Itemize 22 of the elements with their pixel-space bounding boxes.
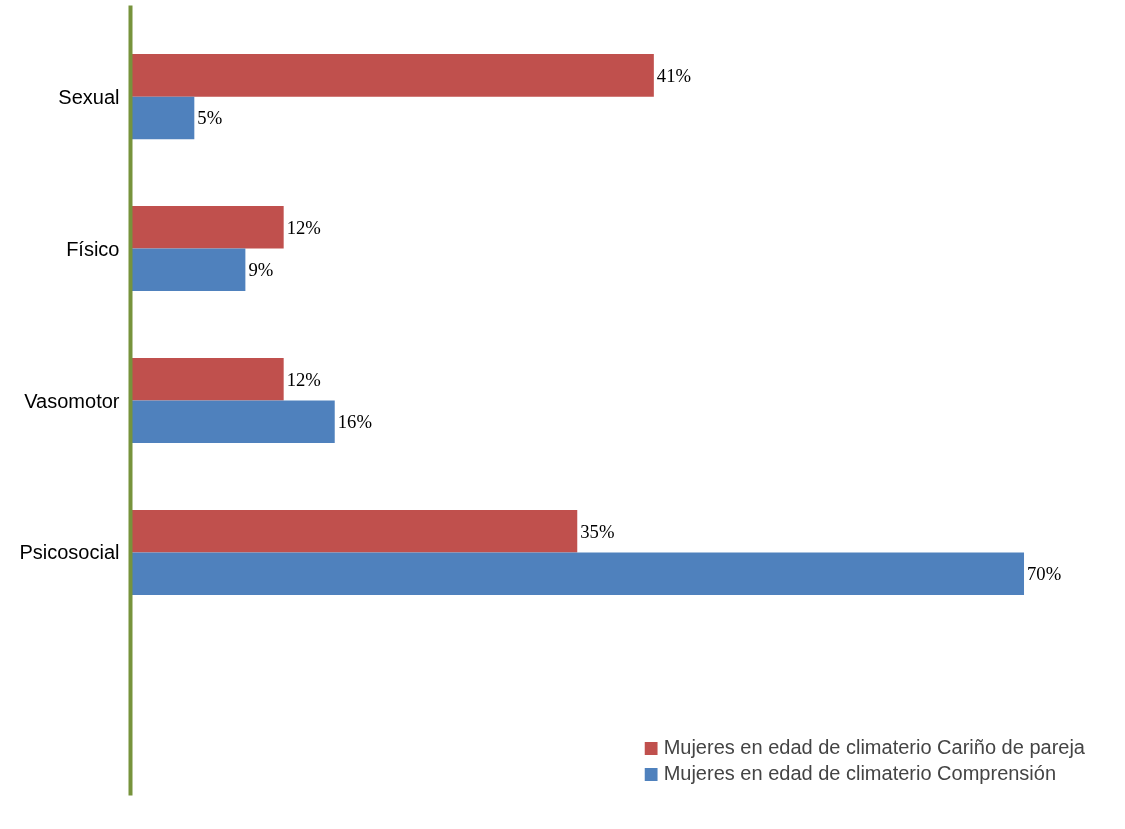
bar (130, 400, 335, 444)
legend-label: Mujeres en edad de climaterio Comprensión (663, 762, 1057, 785)
y-tick-label: Vasomotor (24, 389, 120, 412)
data-label: 35% (580, 520, 615, 542)
data-label: 5% (197, 107, 223, 129)
data-label: 41% (656, 64, 692, 86)
bar (130, 552, 1025, 595)
data-label: 16% (337, 411, 372, 433)
y-tick-label: Físico (66, 237, 120, 260)
legend-label: Mujeres en edad de climaterio Cariño de pareja (663, 736, 1085, 759)
bar (130, 96, 195, 140)
bar (130, 248, 246, 292)
data-label: 70% (1027, 563, 1062, 585)
data-label: 12% (286, 216, 321, 238)
bar (130, 357, 284, 401)
bar (130, 54, 654, 97)
y-tick-label: Psicosocial (19, 541, 120, 564)
bar (130, 509, 578, 553)
data-label: 12% (286, 368, 321, 390)
data-label: 9% (248, 259, 274, 281)
bar (130, 206, 284, 249)
y-tick-label: Sexual (58, 85, 120, 108)
